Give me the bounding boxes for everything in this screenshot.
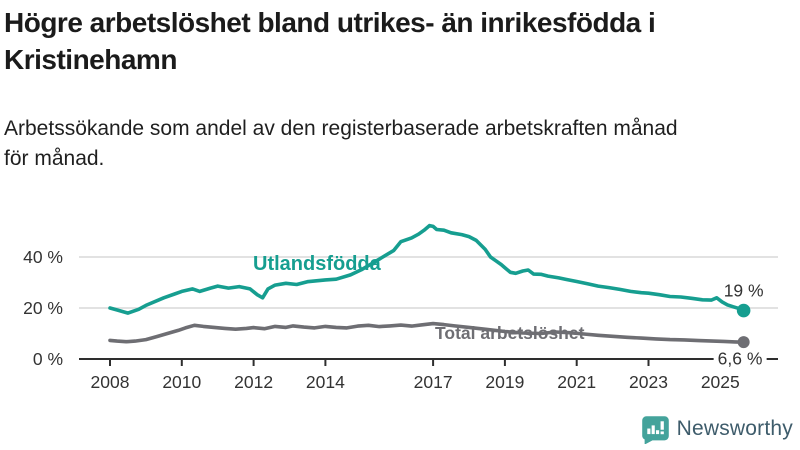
series-label-total: Total arbetslöshet <box>435 323 585 343</box>
end-value-label-bg-total <box>713 350 767 367</box>
end-value-label-total: 6,6 % <box>718 349 763 369</box>
series-line-total <box>108 321 746 345</box>
series-label-utlandsfodda: Utlandsfödda <box>253 253 382 275</box>
y-tick-label-0: 0 % <box>33 349 63 369</box>
series-end-dot-total <box>737 336 750 349</box>
y-tick-label-20: 20 % <box>23 298 63 318</box>
page-title: Högre arbetslöshet bland utrikes- än inr… <box>4 4 796 78</box>
newsworthy-logo-icon <box>641 415 669 444</box>
series-line-utlandsfodda <box>108 223 746 315</box>
x-tick-label-2008: 2008 <box>91 372 130 392</box>
logo-exclamation-dot <box>660 430 664 434</box>
logo-bar-1 <box>646 428 651 434</box>
y-tick-label-40: 40 % <box>23 247 63 267</box>
brand-name: Newsworthy <box>676 417 793 440</box>
series-end-dot-utlandsfodda <box>736 303 751 318</box>
logo-bar-2 <box>651 424 655 434</box>
chart-subtitle: Arbetssökande som andel av den registerb… <box>4 114 796 174</box>
x-tick-label-2023: 2023 <box>629 372 668 392</box>
x-tick-label-2019: 2019 <box>485 372 524 392</box>
x-tick-label-2021: 2021 <box>557 372 596 392</box>
page-title-line1: Högre arbetslöshet bland utrikes- än inr… <box>4 7 656 38</box>
x-tick-label-2014: 2014 <box>306 372 345 392</box>
chart-subtitle-line2: för månad. <box>4 147 105 170</box>
logo-bar-3 <box>655 429 659 434</box>
end-value-label-utlandsfodda: 19 % <box>724 281 764 301</box>
newsworthy-logo: Newsworthy <box>641 414 793 444</box>
logo-exclamation-bar <box>660 420 664 430</box>
x-tick-label-2010: 2010 <box>162 372 201 392</box>
x-tick-label-2012: 2012 <box>234 372 273 392</box>
page-title-line2: Kristinehamn <box>4 44 177 75</box>
chart-subtitle-line1: Arbetssökande som andel av den registerb… <box>4 117 678 140</box>
x-tick-label-2017: 2017 <box>414 372 453 392</box>
x-tick-label-2025: 2025 <box>701 372 740 392</box>
